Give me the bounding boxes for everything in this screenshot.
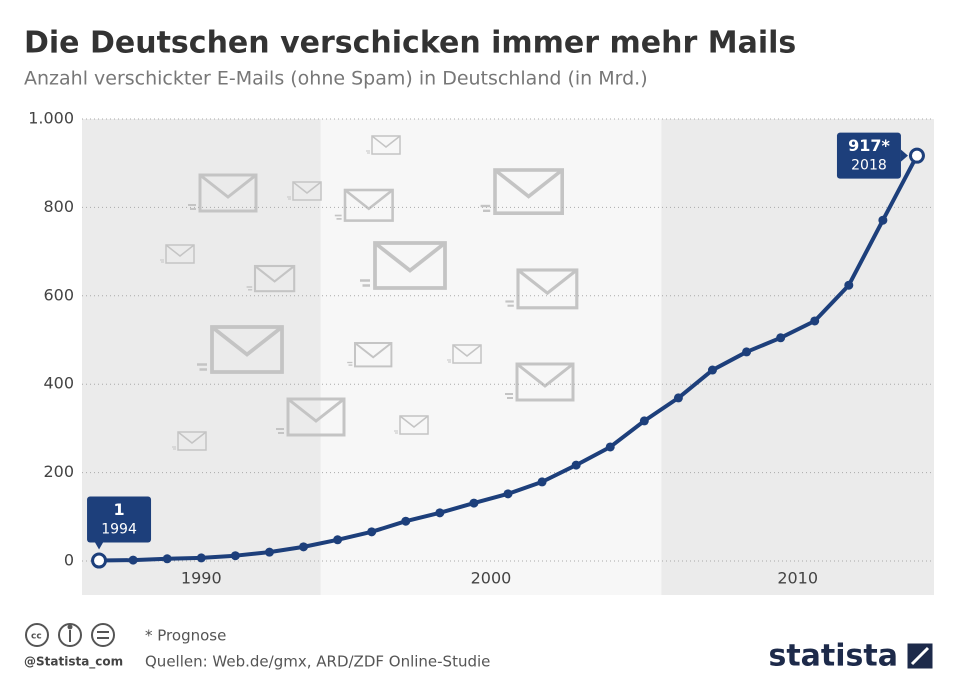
data-point bbox=[401, 516, 411, 526]
brand: statista bbox=[768, 639, 898, 674]
data-point bbox=[639, 416, 649, 426]
data-point bbox=[571, 460, 581, 470]
x-band-label: 1990 bbox=[181, 569, 222, 588]
callout: 1 1994 bbox=[87, 496, 152, 550]
data-point bbox=[469, 498, 479, 508]
callout-value: 917* bbox=[848, 136, 890, 155]
callout-year: 1994 bbox=[101, 522, 137, 538]
data-point bbox=[776, 333, 786, 343]
brand-logo bbox=[904, 640, 936, 672]
cc-icon: cc bbox=[31, 632, 42, 642]
y-tick-label: 800 bbox=[43, 197, 74, 216]
y-tick-label: 600 bbox=[43, 285, 74, 304]
data-point bbox=[196, 553, 206, 563]
callout-box bbox=[836, 132, 901, 179]
callout-pointer bbox=[95, 542, 104, 550]
callout-year: 2018 bbox=[851, 158, 887, 174]
license-icons bbox=[25, 623, 115, 647]
x-band-label: 2010 bbox=[777, 569, 818, 588]
y-tick-label: 400 bbox=[43, 374, 74, 393]
data-point bbox=[91, 552, 108, 569]
data-point bbox=[503, 489, 513, 499]
data-point bbox=[742, 347, 752, 357]
data-point bbox=[605, 442, 615, 452]
band bbox=[661, 119, 934, 595]
source: Quellen: Web.de/gmx, ARD/ZDF Online-Stud… bbox=[145, 653, 490, 671]
handle: @Statista_com bbox=[24, 655, 123, 670]
data-point bbox=[844, 280, 854, 290]
data-point bbox=[230, 551, 240, 561]
callout: 917* 2018 bbox=[836, 132, 908, 179]
data-point bbox=[333, 535, 343, 545]
plot-background bbox=[82, 119, 934, 595]
data-point bbox=[128, 555, 138, 565]
data-point bbox=[264, 547, 274, 557]
data-point bbox=[878, 215, 888, 225]
note: * Prognose bbox=[145, 627, 226, 645]
data-point bbox=[537, 477, 547, 487]
x-band-label: 2000 bbox=[471, 569, 512, 588]
data-point bbox=[908, 147, 925, 164]
data-point bbox=[435, 508, 445, 518]
data-point bbox=[707, 365, 717, 375]
callout-box bbox=[87, 496, 152, 543]
data-point bbox=[367, 527, 377, 537]
y-tick-label: 0 bbox=[64, 551, 74, 570]
callout-value: 1 bbox=[113, 500, 124, 519]
chart-title: Die Deutschen verschicken immer mehr Mai… bbox=[24, 26, 796, 61]
data-point bbox=[810, 316, 820, 326]
chart-subtitle: Anzahl verschickter E-Mails (ohne Spam) … bbox=[24, 68, 648, 90]
y-tick-label: 200 bbox=[43, 462, 74, 481]
callout-pointer bbox=[900, 149, 908, 162]
data-point bbox=[162, 554, 172, 564]
y-tick-label: 1.000 bbox=[28, 109, 74, 128]
data-point bbox=[299, 542, 309, 552]
chart-layer: 1990 2000 2010 0 200 400 600 800 1.000 1 1994 917* 2… bbox=[28, 109, 934, 588]
data-point bbox=[673, 393, 683, 403]
